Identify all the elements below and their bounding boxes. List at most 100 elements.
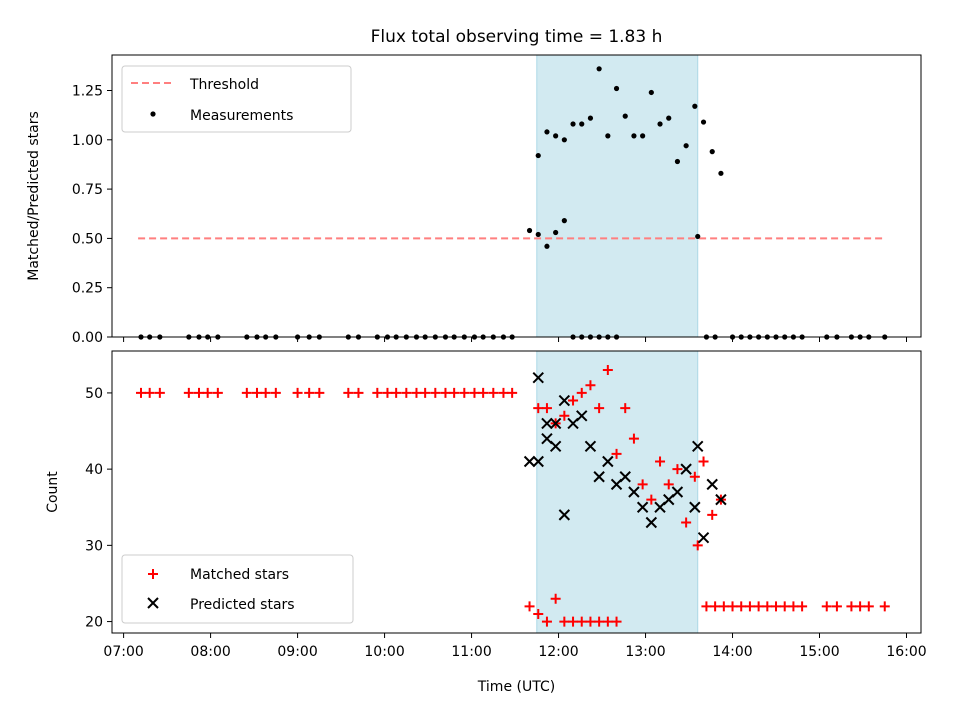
panel2-series1-point-39 <box>594 616 605 627</box>
panel2-series1-point-13 <box>314 387 325 398</box>
panel2-series1-point-65 <box>701 601 712 612</box>
panel2-series1-point-23 <box>440 387 451 398</box>
panel2-series1-point-36 <box>568 616 579 627</box>
x-tick-label-0: 07:00 <box>103 644 143 660</box>
panel2-series1-point-55 <box>646 494 657 505</box>
panel2-series1-point-32 <box>533 608 544 619</box>
panel2-series1-point-74 <box>779 601 790 612</box>
panel2-series2-point-22 <box>680 463 692 475</box>
panel2-series1-point-7 <box>241 387 252 398</box>
panel2-series1-point-61 <box>698 456 709 467</box>
panel2-series1-point-62 <box>707 509 718 520</box>
panel2-series1-point-11 <box>292 387 303 398</box>
panel1-series1-point-58 <box>674 158 681 165</box>
chart-title: Flux total observing time = 1.83 h <box>371 27 663 47</box>
panel2-series1-point-8 <box>251 387 262 398</box>
panel1-series1-point-57 <box>666 115 672 121</box>
panel2-series2-point-6 <box>541 417 553 430</box>
panel1-series1-point-54 <box>640 133 646 139</box>
panel2-series1-point-51 <box>611 448 622 459</box>
panel2-series2-point-23 <box>689 501 701 513</box>
panel1-y-tick-label-2: 0.50 <box>72 231 103 247</box>
legend-predicted-swatch <box>147 597 159 609</box>
x-tick-label-1: 08:00 <box>190 644 230 660</box>
panel2-series1-point-18 <box>391 387 402 398</box>
panel2-series1-point-4 <box>193 387 204 398</box>
panel2-series1-point-54 <box>637 479 648 490</box>
panel1-axes-frame <box>111 54 922 338</box>
panel2-series1-point-56 <box>655 456 666 467</box>
panel2-series1-point-72 <box>762 601 773 612</box>
panel2-series2-point-27 <box>692 440 704 452</box>
panel2-series1-point-82 <box>879 601 890 612</box>
panel2-y-axis-label: Count <box>45 471 61 513</box>
panel2-axes-frame <box>111 350 922 634</box>
panel1-series1-point-53 <box>631 133 637 139</box>
panel2-series2-point-0 <box>523 455 536 468</box>
panel2-series2-point-13 <box>602 455 614 468</box>
legend-threshold-label: Threshold <box>189 77 259 93</box>
panel2-series1-point-33 <box>541 616 552 627</box>
panel2-series2-point-1 <box>532 455 544 468</box>
panel2-series1-point-21 <box>420 387 431 398</box>
x-tick-label-8: 15:00 <box>799 644 839 660</box>
panel2-series2-point-15 <box>619 471 631 483</box>
panel1-series1-point-33 <box>544 243 550 249</box>
panel2-series1-point-2 <box>154 387 165 398</box>
panel2-series1-point-25 <box>459 387 470 398</box>
legend-measurements-label: Measurements <box>190 108 293 124</box>
panel2-series1-point-22 <box>430 387 441 398</box>
x-tick-label-6: 13:00 <box>625 644 665 660</box>
panel2-series1-point-81 <box>863 601 874 612</box>
panel2-series1-point-68 <box>727 601 738 612</box>
panel2-series1-point-50 <box>602 365 613 376</box>
panel2-y-tick-label-3: 50 <box>85 386 103 402</box>
legend-bottom-box <box>121 554 354 624</box>
panel1-series1-point-44 <box>553 133 559 139</box>
panel2-series1-point-26 <box>469 387 480 398</box>
panel1-y-axis-label: Matched/Predicted stars <box>26 111 42 281</box>
panel2-series1-point-6 <box>212 387 223 398</box>
panel2-series1-point-47 <box>576 387 587 398</box>
panel2-series1-point-75 <box>788 601 799 612</box>
panel2-series1-point-17 <box>382 387 393 398</box>
panel2-y-tick-label-0: 20 <box>85 615 103 631</box>
panel2-series1-point-49 <box>594 403 605 414</box>
panel1-y-tick-label-1: 0.25 <box>72 281 103 297</box>
panel2-series1-point-28 <box>488 387 499 398</box>
panel2-series2-point-16 <box>628 486 640 498</box>
x-tick-label-3: 10:00 <box>364 644 404 660</box>
panel2-series2-point-3 <box>549 440 562 452</box>
panel1-series1-point-64 <box>695 233 701 240</box>
panel2-shaded-interval <box>536 350 699 634</box>
panel1-series1-point-50 <box>605 133 611 139</box>
legend-measurements-swatch <box>150 111 156 117</box>
panel2-series1-point-78 <box>831 601 842 612</box>
panel2-series1-point-79 <box>846 601 857 612</box>
panel2-series1-point-16 <box>372 387 383 398</box>
panel2-series1-point-5 <box>202 387 213 398</box>
panel1-series1-point-51 <box>613 85 620 92</box>
panel2-series1-point-66 <box>710 601 721 612</box>
panel2-series1-point-42 <box>533 403 544 414</box>
panel2-series1-point-70 <box>744 601 755 612</box>
x-tick-label-4: 11:00 <box>451 644 491 660</box>
panel1-series1-point-55 <box>648 89 654 96</box>
panel1-y-tick-label-0: 0.00 <box>72 330 103 346</box>
panel2-series1-point-24 <box>449 387 460 398</box>
panel2-series1-point-12 <box>304 387 315 398</box>
panel2-series1-point-30 <box>507 387 518 398</box>
panel2-series1-point-40 <box>602 616 613 627</box>
panel1-series1-point-49 <box>596 66 602 72</box>
panel2-series1-point-20 <box>411 387 422 398</box>
panel2-series1-point-52 <box>620 403 631 414</box>
panel2-series2-point-26 <box>715 493 727 506</box>
panel1-series1-point-31 <box>526 227 533 234</box>
panel2-series1-point-69 <box>736 601 747 612</box>
legend-matched-label: Matched stars <box>190 567 289 583</box>
legend-matched-swatch <box>148 569 158 579</box>
panel1-series1-point-32 <box>535 231 541 238</box>
panel2-series1-point-77 <box>821 601 832 612</box>
panel2-series1-point-73 <box>771 601 782 612</box>
panel1-series1-point-46 <box>570 121 576 127</box>
